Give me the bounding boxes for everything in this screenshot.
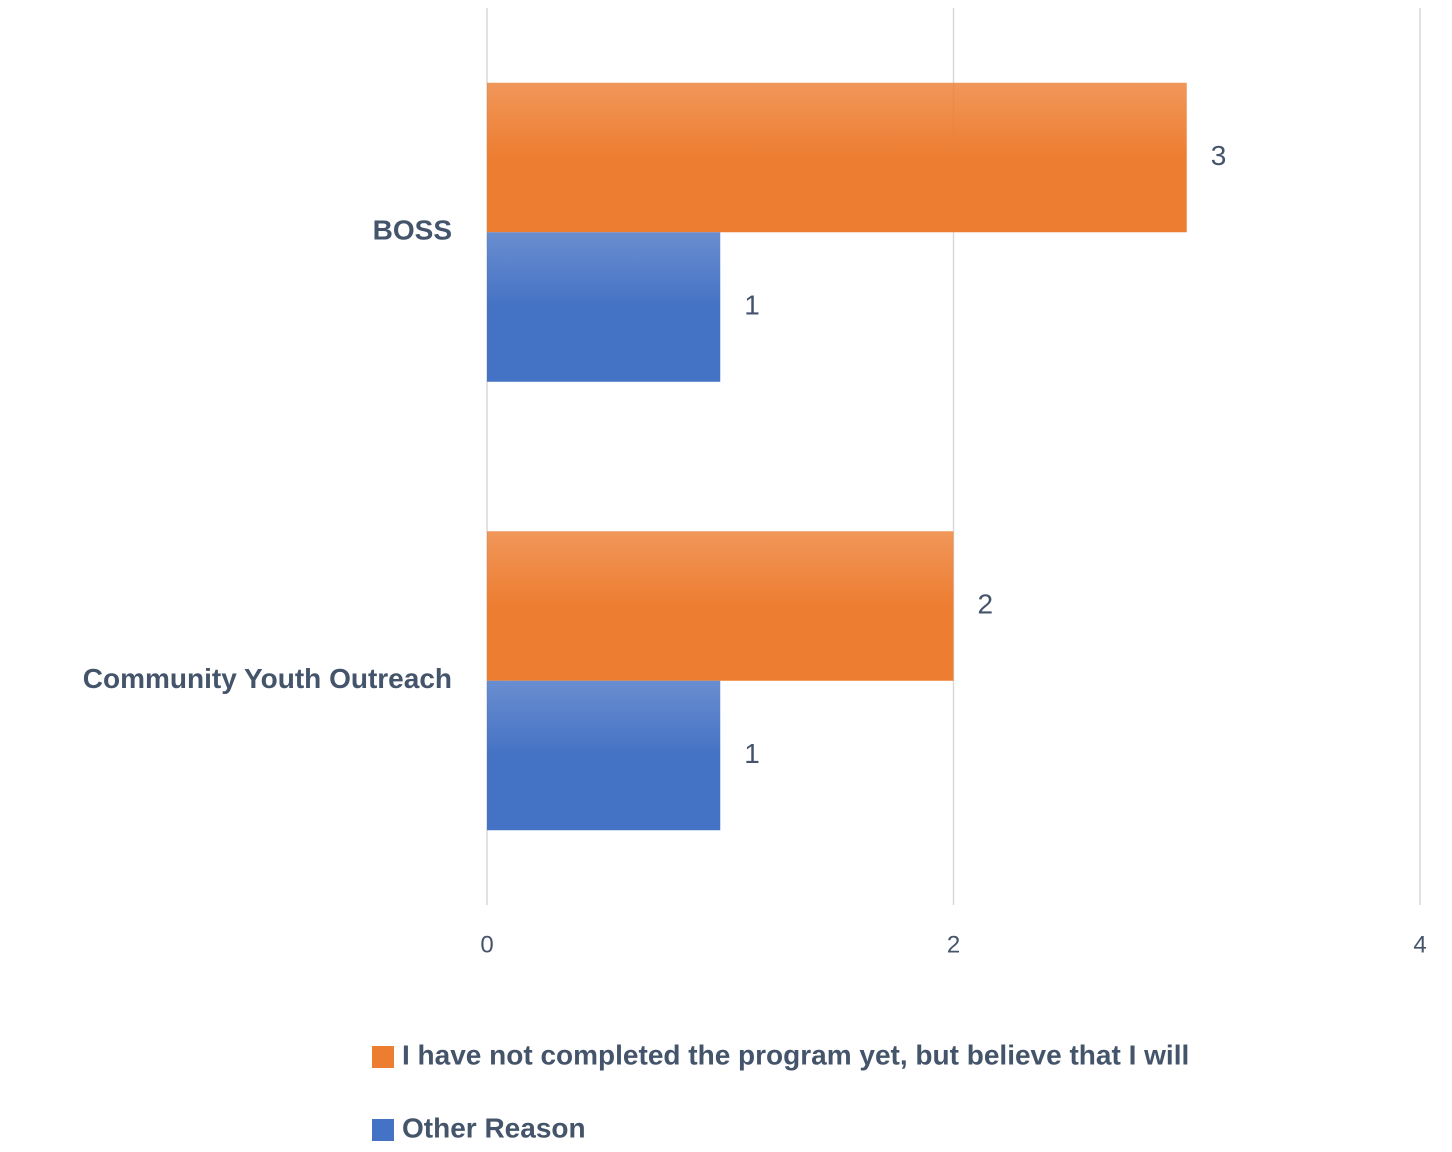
value-label: 1 — [744, 738, 760, 769]
bar — [487, 82, 1187, 233]
x-tick-label: 2 — [947, 931, 960, 958]
value-label: 3 — [1211, 140, 1227, 171]
value-label: 2 — [978, 588, 994, 619]
value-label: 1 — [744, 289, 760, 320]
bar — [487, 232, 721, 382]
bar — [487, 680, 721, 831]
legend-swatch — [372, 1046, 394, 1068]
x-tick-label: 0 — [480, 931, 493, 958]
x-tick-label: 4 — [1413, 931, 1426, 958]
legend-swatch — [372, 1119, 394, 1141]
bar — [487, 531, 954, 681]
y-tick-label: BOSS — [373, 215, 452, 246]
legend-label: Other Reason — [402, 1112, 586, 1143]
legend-label: I have not completed the program yet, bu… — [402, 1039, 1189, 1070]
y-tick-label: Community Youth Outreach — [83, 663, 452, 694]
